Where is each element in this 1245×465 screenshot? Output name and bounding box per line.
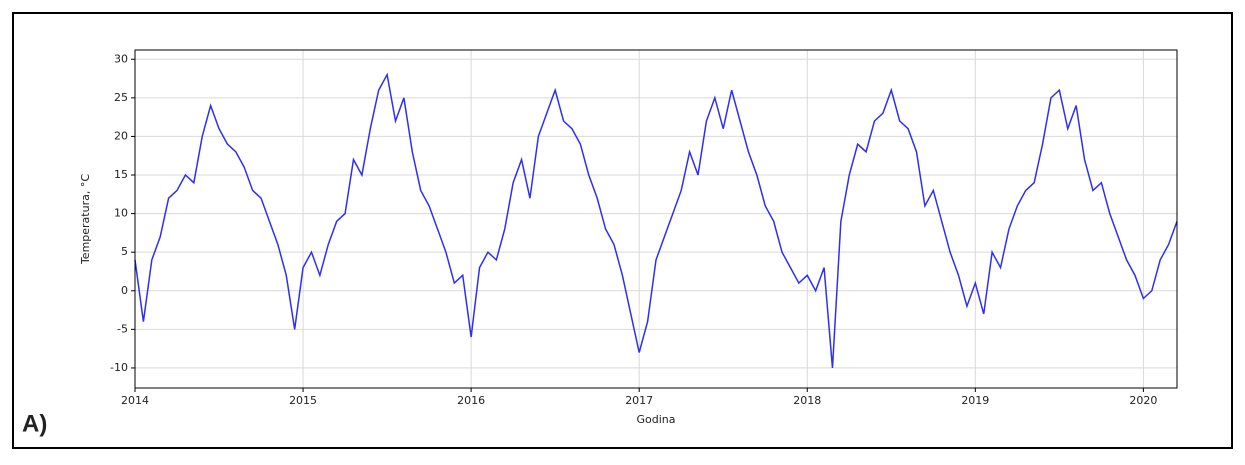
y-axis-label: Temperatura, °C	[79, 174, 92, 265]
annotation: A)	[22, 410, 47, 437]
x-tick-label: 2014	[121, 394, 149, 407]
y-tick-label: 30	[114, 52, 128, 65]
data-line	[134, 72, 1178, 369]
y-tick-label: 20	[114, 129, 128, 142]
y-tick-label: 5	[121, 245, 128, 258]
x-tick-label: 2015	[289, 394, 317, 407]
x-tick-label: 2016	[457, 394, 485, 407]
frame	[12, 12, 1233, 449]
plot-frame	[134, 49, 1178, 389]
y-tick-label: 25	[114, 91, 128, 104]
x-tick-label: 2017	[625, 394, 653, 407]
y-tick-label: -5	[117, 322, 128, 335]
y-tick-label: 15	[114, 168, 128, 181]
x-tick-label: 2019	[961, 394, 989, 407]
x-tick-label: 2018	[793, 394, 821, 407]
x-axis-label: Godina	[636, 413, 675, 426]
y-tick-label: -10	[110, 361, 128, 374]
y-tick-label: 0	[121, 284, 128, 297]
x-tick-label: 2020	[1129, 394, 1157, 407]
y-tick-label: 10	[114, 207, 128, 220]
